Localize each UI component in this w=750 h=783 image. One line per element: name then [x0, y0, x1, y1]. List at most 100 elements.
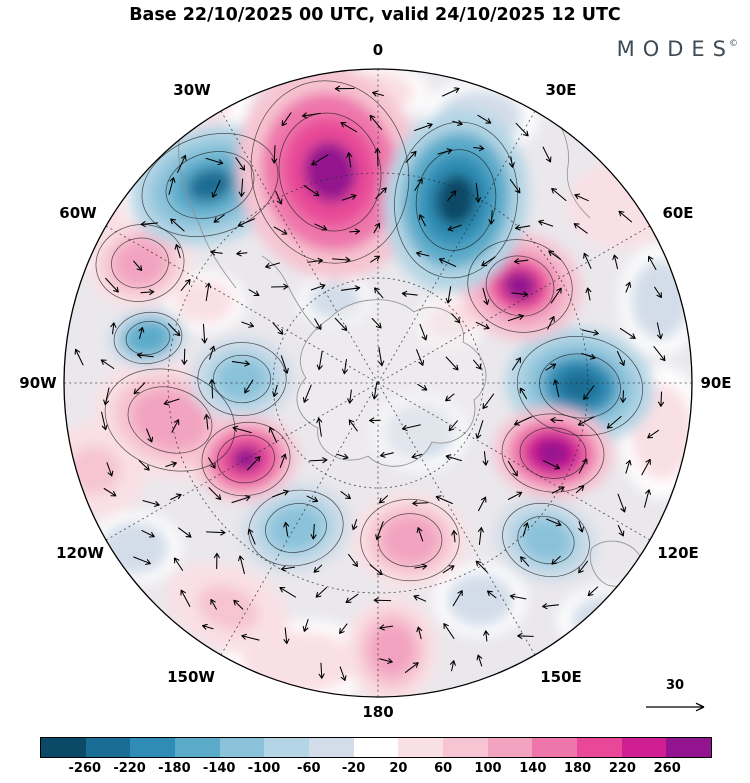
colorbar-cell — [443, 738, 488, 757]
colorbar-cell — [621, 738, 667, 757]
colorbar-tick: -140 — [202, 761, 236, 776]
wind-arrow — [641, 458, 651, 476]
wind-arrow — [210, 598, 217, 610]
wind-arrow — [213, 214, 225, 223]
wind-arrow — [542, 603, 559, 610]
lon-label-150e: 150E — [540, 668, 582, 686]
wind-arrow — [438, 257, 457, 267]
wind-arrow — [378, 346, 385, 367]
wind-arrow — [140, 221, 159, 228]
anomaly-fill — [520, 518, 572, 562]
wind-arrow — [374, 147, 381, 167]
wind-arrow — [370, 255, 381, 263]
wind-arrow — [482, 287, 490, 306]
wind-arrow — [416, 626, 423, 640]
wind-arrow — [208, 487, 222, 501]
wind-arrow — [235, 157, 246, 171]
wind-arrow — [369, 564, 383, 576]
wind-arrow — [334, 85, 355, 92]
wind-arrow — [573, 223, 588, 234]
wind-arrow — [435, 495, 453, 505]
wind-arrow — [348, 419, 358, 432]
wind-arrow — [283, 627, 290, 645]
anomaly-fill — [396, 413, 444, 451]
contour-line — [217, 434, 275, 484]
wind-arrow — [546, 518, 562, 527]
wind-arrow — [313, 564, 323, 573]
anomaly-fill — [317, 287, 353, 313]
meridian-line — [105, 382, 379, 541]
wind-arrow — [379, 658, 393, 664]
wind-arrow — [448, 420, 458, 432]
wind-arrow — [231, 495, 251, 504]
meridian-line — [377, 225, 651, 384]
wind-arrow — [522, 522, 530, 537]
contour-line — [125, 321, 171, 355]
map-interior — [64, 69, 692, 697]
wind-arrow — [625, 459, 632, 474]
wind-arrow — [653, 346, 666, 362]
wind-arrow — [481, 256, 496, 267]
lon-label-120e: 120E — [657, 544, 699, 562]
anomaly-fill — [261, 641, 339, 683]
wind-arrow — [577, 416, 595, 426]
wind-arrow — [647, 255, 657, 271]
wind-arrow — [581, 352, 596, 360]
contour-line — [165, 151, 255, 219]
lon-label-30w: 30W — [173, 81, 211, 99]
wind-arrow — [476, 654, 483, 667]
anomaly-fill — [640, 272, 680, 328]
wind-arrow — [351, 519, 358, 531]
wind-arrow — [371, 382, 378, 400]
wind-arrow — [349, 228, 361, 235]
wind-arrow — [617, 493, 627, 513]
wind-arrow — [133, 556, 151, 565]
wind-arrow — [306, 495, 319, 503]
wind-arrow — [578, 560, 589, 574]
wind-arrow — [445, 286, 452, 304]
contour-line — [516, 336, 644, 436]
wind-arrow — [442, 87, 460, 97]
wind-arrow — [443, 623, 455, 639]
wind-arrow — [180, 589, 191, 607]
wind-arrow — [575, 485, 585, 494]
wind-arrow — [482, 393, 495, 410]
contour-line — [127, 386, 213, 454]
colorbar-tick: -20 — [341, 761, 366, 776]
wind-arrow — [445, 454, 462, 462]
wind-arrow — [551, 486, 565, 494]
wind-arrow — [451, 530, 458, 543]
wind-arrow — [280, 565, 296, 572]
wind-arrow — [247, 456, 261, 471]
anomaly-fill — [268, 505, 324, 551]
colorbar-tick: 140 — [519, 761, 547, 776]
wind-arrow — [74, 348, 84, 366]
wind-arrow — [173, 557, 184, 571]
colorbar-tick: -220 — [113, 761, 146, 776]
wind-arrow — [340, 491, 351, 500]
wind-arrow — [110, 322, 117, 335]
wind-arrow — [507, 460, 518, 477]
anomaly-fill — [369, 623, 415, 677]
south-america-coastline — [178, 127, 237, 289]
contour-line — [265, 503, 327, 553]
map-boundary-circle — [63, 68, 693, 698]
wind-arrow — [616, 350, 625, 367]
contour-line — [141, 133, 279, 237]
wind-arrow — [265, 262, 280, 269]
wind-arrow — [509, 178, 521, 194]
wind-arrow — [437, 148, 453, 155]
wind-arrow — [414, 178, 423, 191]
wind-arrow — [413, 594, 427, 602]
wind-arrow — [101, 411, 108, 431]
wind-arrow — [310, 523, 317, 540]
wind-arrow — [346, 152, 353, 168]
wind-arrow — [551, 187, 567, 202]
wind-arrow — [208, 457, 216, 469]
wind-arrow — [483, 630, 490, 642]
wind-arrow — [341, 358, 348, 375]
wind-arrow — [281, 112, 292, 127]
lon-label-60w: 60W — [59, 204, 97, 222]
wind-arrow — [275, 190, 283, 205]
anomaly-fill — [114, 240, 166, 286]
